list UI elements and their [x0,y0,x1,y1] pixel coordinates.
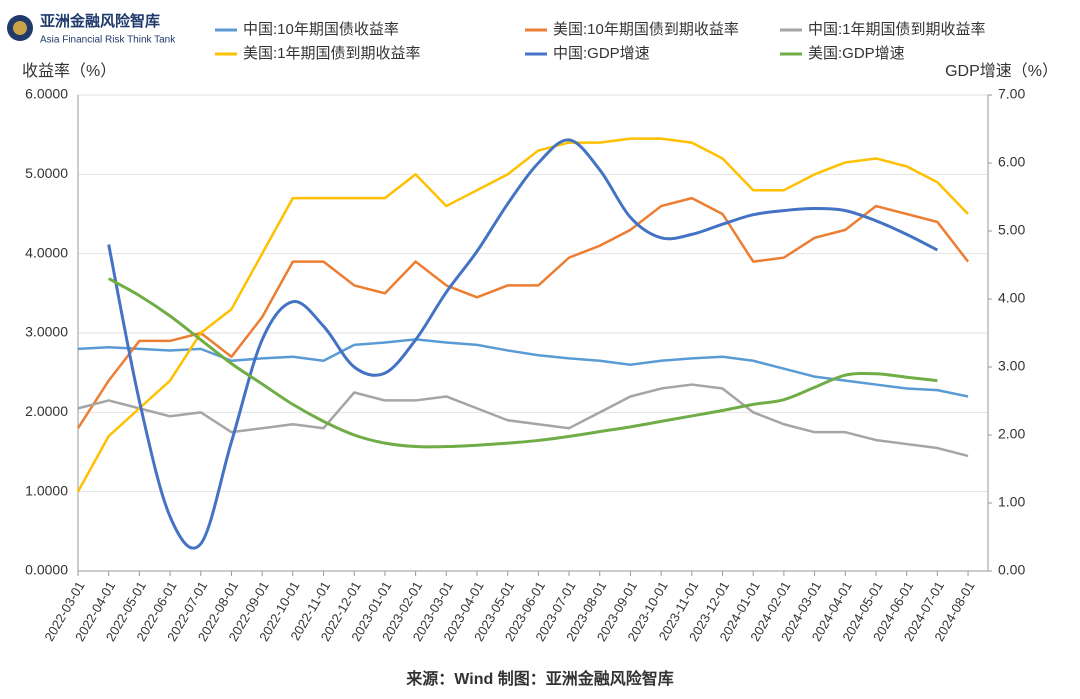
y-tick-label: 2.0000 [25,403,68,419]
source-note: 来源：Wind 制图：亚洲金融风险智库 [405,669,673,688]
legend-label: 美国:1年期国债到期收益率 [243,45,421,62]
series-line [76,196,970,429]
series-line [107,138,939,550]
y-tick-label: 1.0000 [25,482,68,498]
y-tick-label: 5.0000 [25,165,68,181]
y2-tick-label: 3.00 [998,358,1025,374]
y2-tick-label: 2.00 [998,426,1025,442]
y-axis-title: 收益率（%） [22,62,116,80]
logo-name: 亚洲金融风险智库 [40,12,160,30]
logo-subtitle: Asia Financial Risk Think Tank [40,35,176,46]
series-line [76,137,969,493]
y2-tick-label: 4.00 [998,290,1025,306]
y2-tick-label: 7.00 [998,86,1025,102]
legend-label: 中国:10年期国债收益率 [243,21,399,38]
y2-tick-label: 1.00 [998,494,1025,510]
legend-label: 中国:1年期国债到期收益率 [808,21,986,38]
y-tick-label: 4.0000 [25,244,68,260]
series-line [77,383,969,458]
y2-tick-label: 5.00 [998,222,1025,238]
logo-icon-inner [13,21,27,35]
legend-label: 美国:GDP增速 [808,45,905,62]
y2-tick-label: 6.00 [998,154,1025,170]
legend-label: 中国:GDP增速 [553,45,650,62]
y-tick-label: 0.0000 [25,562,68,578]
y-tick-label: 6.0000 [25,86,68,102]
y-tick-label: 3.0000 [25,324,68,340]
y2-axis-title: GDP增速（%） [945,62,1058,80]
series-line [107,277,938,449]
legend-label: 美国:10年期国债到期收益率 [553,21,739,38]
y2-tick-label: 0.00 [998,562,1025,578]
